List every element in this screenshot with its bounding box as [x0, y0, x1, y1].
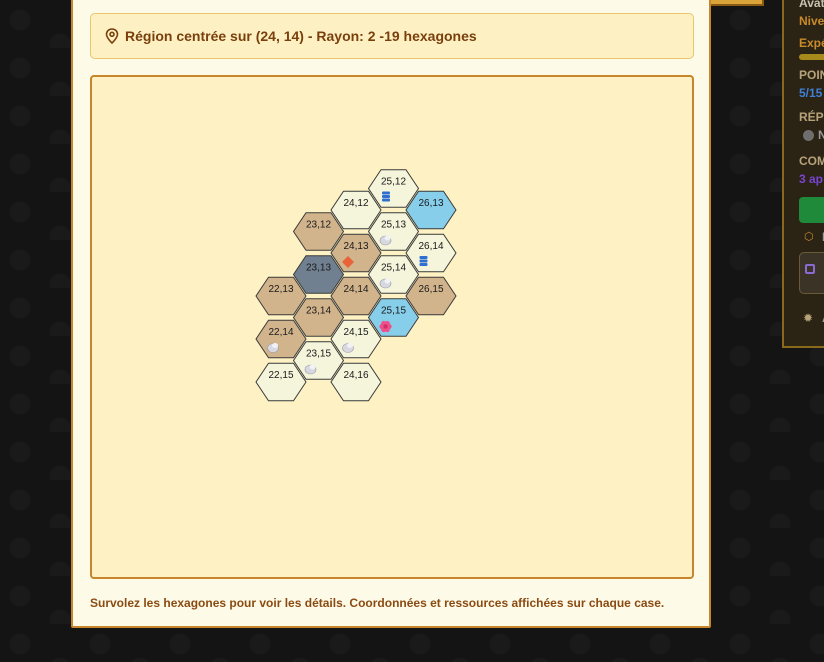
community-value: 3 ap	[799, 172, 824, 186]
hint-text: Survolez les hexagones pour voir les dét…	[90, 596, 665, 610]
hex-tile-23-13[interactable]: 23,13	[292, 255, 345, 294]
hex-shape[interactable]	[405, 190, 457, 230]
hex-coord-label: 24,16	[343, 370, 368, 381]
water-resource-icon	[382, 191, 390, 202]
hex-coord-label: 24,12	[343, 198, 368, 209]
reputation-label: RÉPU	[799, 110, 824, 124]
reputation-dot-icon	[803, 130, 814, 141]
hex-tile-23-15[interactable]: 23,15	[292, 341, 345, 380]
hex-tile-24-13[interactable]: 24,13	[330, 233, 382, 273]
hex-tile-25-15[interactable]: 25,15	[367, 298, 420, 337]
hex-coord-label: 25,15	[381, 306, 406, 317]
stone-resource-icon	[379, 278, 392, 289]
hex-tile-24-12[interactable]: 24,12	[330, 190, 382, 230]
hex-tile-25-14[interactable]: 25,14	[367, 255, 420, 294]
top-tab-stub	[708, 0, 764, 6]
hex-coord-label: 23,15	[306, 349, 331, 360]
scroll-icon	[805, 264, 815, 274]
stone-resource-icon	[379, 235, 392, 246]
experience-label: Expé	[799, 36, 824, 50]
hex-tile-26-14[interactable]: 26,14	[405, 233, 457, 273]
region-modal: Région centrée sur (24, 14) - Rayon: 2 -…	[71, 0, 711, 628]
hex-tile-23-14[interactable]: 23,14	[292, 298, 345, 337]
hex-tile-24-14[interactable]: 24,14	[330, 276, 382, 316]
points-label: POIN	[799, 68, 824, 82]
hex-coord-label: 25,12	[381, 177, 406, 188]
hex-coord-label: 22,14	[268, 327, 293, 338]
hex-shape[interactable]	[330, 276, 382, 316]
experience-bar	[799, 54, 824, 60]
points-value: 5/15	[799, 86, 823, 100]
player-side-panel: Avat Nive Expé POIN 5/15 RÉPU N COM 3 ap…	[782, 0, 824, 348]
hex-shape[interactable]	[405, 233, 457, 273]
hex-tile-25-12[interactable]: 25,12	[367, 169, 420, 208]
hex-shape[interactable]	[367, 169, 420, 208]
hex-shape[interactable]	[405, 276, 457, 316]
hex-coord-label: 22,13	[268, 284, 293, 295]
hex-tile-26-15[interactable]: 26,15	[405, 276, 457, 316]
hex-coord-label: 26,14	[418, 241, 443, 252]
hex-map-area: 23,12 24,12 23,13 25,12 22,13 24,13 26,13 23,14…	[90, 75, 694, 579]
hex-coord-label: 25,13	[381, 220, 406, 231]
hex-shape[interactable]	[292, 212, 345, 251]
hex-coord-label: 23,14	[306, 306, 331, 317]
gear-icon[interactable]: ✹	[803, 311, 814, 325]
gem-resource-icon	[342, 256, 354, 268]
hex-coord-label: 24,15	[343, 327, 368, 338]
level-label: Nive	[799, 14, 824, 28]
stone-resource-icon	[304, 364, 317, 375]
region-title: Région centrée sur (24, 14) - Rayon: 2 -…	[125, 28, 477, 44]
hex-coord-label: 25,14	[381, 263, 406, 274]
region-banner: Région centrée sur (24, 14) - Rayon: 2 -…	[90, 13, 694, 59]
hex-grid: 23,12 24,12 23,13 25,12 22,13 24,13 26,13 23,14…	[255, 169, 457, 402]
hex-coord-label: 24,14	[343, 284, 368, 295]
reputation-value: N	[818, 128, 824, 142]
hex-tile-22-14[interactable]: 22,14	[255, 319, 307, 359]
cube-icon: ⬡	[804, 231, 814, 243]
hex-tile-26-13[interactable]: 26,13	[405, 190, 457, 230]
hex-tile-23-12[interactable]: 23,12	[292, 212, 345, 251]
inventory-label: I	[822, 230, 824, 244]
hex-coord-label: 26,15	[418, 284, 443, 295]
flower-resource-icon	[379, 320, 392, 333]
avatar-label: Avat	[799, 0, 824, 10]
hex-shape[interactable]	[330, 362, 382, 402]
hex-coord-label: 24,13	[343, 241, 368, 252]
hex-shape[interactable]	[292, 255, 345, 294]
hex-shape[interactable]	[292, 298, 345, 337]
hex-tile-24-15[interactable]: 24,15	[330, 319, 382, 359]
hex-shape[interactable]	[330, 190, 382, 230]
settings-label: A	[822, 311, 824, 325]
stone-resource-icon	[342, 343, 354, 353]
hex-coord-label: 23,12	[306, 220, 331, 231]
hex-tile-24-16[interactable]: 24,16	[330, 362, 382, 402]
hex-tile-25-13[interactable]: 25,13	[367, 212, 420, 251]
hex-shape[interactable]	[255, 362, 307, 402]
stone-resource-icon	[267, 343, 279, 353]
hex-coord-label: 22,15	[268, 370, 293, 381]
green-action-button[interactable]	[799, 197, 824, 223]
hex-coord-label: 23,13	[306, 263, 331, 274]
community-label: COM	[799, 154, 824, 168]
map-pin-icon	[105, 28, 119, 44]
hex-tile-22-15[interactable]: 22,15	[255, 362, 307, 402]
water-resource-icon	[419, 256, 428, 266]
hex-shape[interactable]	[255, 276, 307, 316]
hex-coord-label: 26,13	[418, 198, 443, 209]
hex-tile-22-13[interactable]: 22,13	[255, 276, 307, 316]
